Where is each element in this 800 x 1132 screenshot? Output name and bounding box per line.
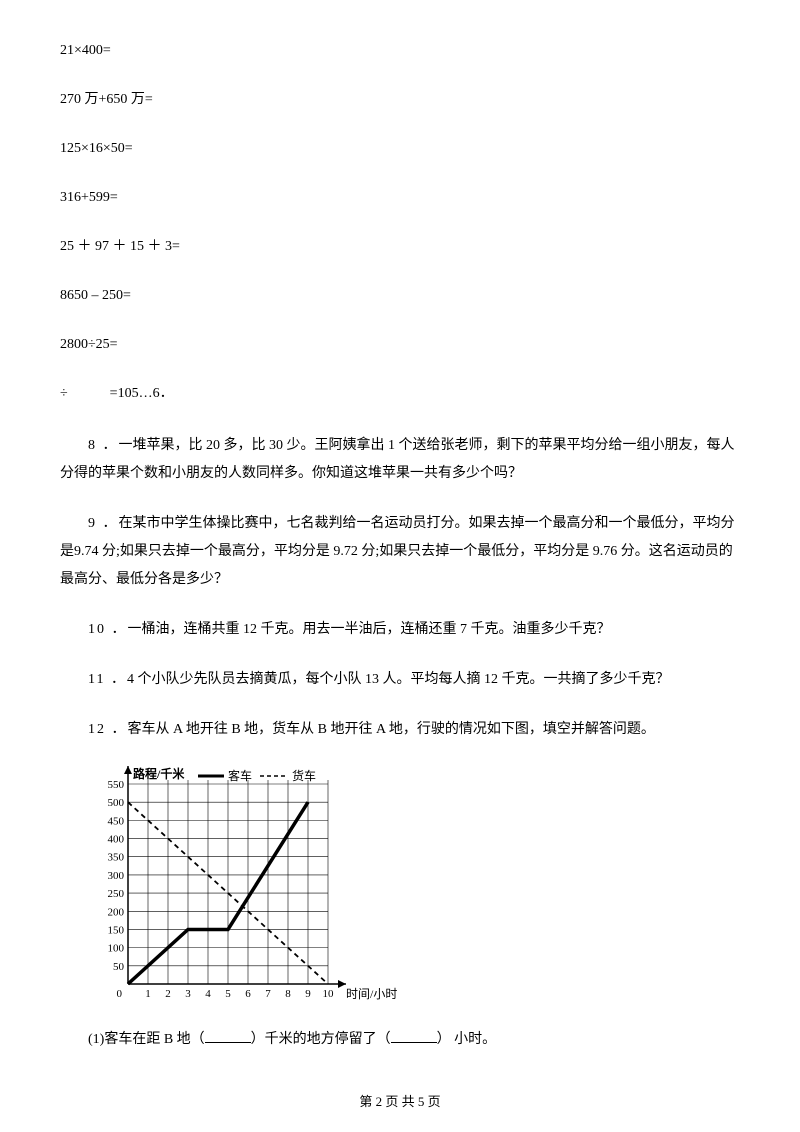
equation-8: ÷ =105…6． <box>60 383 740 404</box>
svg-text:0: 0 <box>117 988 123 1000</box>
svg-text:150: 150 <box>108 924 125 936</box>
svg-text:10: 10 <box>323 988 335 1000</box>
svg-text:350: 350 <box>108 852 125 864</box>
q12-text: 客车从 A 地开往 B 地，货车从 B 地开往 A 地，行驶的情况如下图，填空并… <box>128 722 655 737</box>
svg-text:500: 500 <box>108 797 125 809</box>
q8-number: 8 ． <box>88 438 119 453</box>
blank-2[interactable] <box>391 1029 437 1043</box>
question-11: 11 ．4 个小队少先队员去摘黄瓜，每个小队 13 人。平均每人摘 12 千克。… <box>60 666 740 694</box>
svg-text:路程/千米: 路程/千米 <box>133 766 185 781</box>
question-10: 10 ．一桶油，连桶共重 12 千克。用去一半油后，连桶还重 7 千克。油重多少… <box>60 616 740 644</box>
svg-text:3: 3 <box>185 988 191 1000</box>
question-12: 12 ．客车从 A 地开往 B 地，货车从 B 地开往 A 地，行驶的情况如下图… <box>60 716 740 744</box>
question-8: 8 ．一堆苹果，比 20 多，比 30 少。王阿姨拿出 1 个送给张老师，剩下的… <box>60 432 740 488</box>
chart-container: 5010015020025030035040045050055012345678… <box>88 766 740 1006</box>
svg-text:4: 4 <box>205 988 211 1000</box>
svg-text:50: 50 <box>113 961 125 973</box>
svg-text:8: 8 <box>285 988 291 1000</box>
q9-number: 9 ． <box>88 516 119 531</box>
fill-prefix: (1)客车在距 B 地（ <box>88 1032 205 1047</box>
svg-text:5: 5 <box>225 988 231 1000</box>
svg-text:400: 400 <box>108 834 125 846</box>
q11-text: 4 个小队少先队员去摘黄瓜，每个小队 13 人。平均每人摘 12 千克。一共摘了… <box>127 672 670 687</box>
svg-text:550: 550 <box>108 779 125 791</box>
svg-text:7: 7 <box>265 988 271 1000</box>
blank-1[interactable] <box>205 1029 251 1043</box>
svg-text:客车: 客车 <box>228 768 252 783</box>
svg-text:100: 100 <box>108 943 125 955</box>
equation-2: 270 万+650 万= <box>60 89 740 110</box>
equation-1: 21×400= <box>60 40 740 61</box>
svg-text:200: 200 <box>108 906 125 918</box>
svg-text:货车: 货车 <box>292 768 316 783</box>
q12-fill-blank: (1)客车在距 B 地（ ）千米的地方停留了（ ） 小时。 <box>60 1026 740 1054</box>
svg-text:1: 1 <box>145 988 151 1000</box>
svg-text:250: 250 <box>108 888 125 900</box>
svg-text:9: 9 <box>305 988 311 1000</box>
question-9: 9 ．在某市中学生体操比赛中，七名裁判给一名运动员打分。如果去掉一个最高分和一个… <box>60 510 740 594</box>
equation-6: 8650 – 250= <box>60 285 740 306</box>
equation-4: 316+599= <box>60 187 740 208</box>
equation-3: 125×16×50= <box>60 138 740 159</box>
svg-text:450: 450 <box>108 815 125 827</box>
q9-text: 在某市中学生体操比赛中，七名裁判给一名运动员打分。如果去掉一个最高分和一个最低分… <box>60 516 735 587</box>
equation-7: 2800÷25= <box>60 334 740 355</box>
page-footer: 第 2 页 共 5 页 <box>0 1091 800 1110</box>
q8-text: 一堆苹果，比 20 多，比 30 少。王阿姨拿出 1 个送给张老师，剩下的苹果平… <box>60 438 735 481</box>
q10-number: 10 ． <box>88 622 128 637</box>
equation-5: 25 ＋ 97 ＋ 15 ＋ 3= <box>60 236 740 257</box>
q11-number: 11 ． <box>88 672 127 687</box>
fill-suffix: ） 小时。 <box>437 1032 497 1047</box>
svg-text:时间/小时: 时间/小时 <box>346 987 397 1001</box>
svg-text:6: 6 <box>245 988 251 1000</box>
distance-time-chart: 5010015020025030035040045050055012345678… <box>88 766 398 1006</box>
q12-number: 12 ． <box>88 722 128 737</box>
fill-mid: ）千米的地方停留了（ <box>251 1032 391 1047</box>
q10-text: 一桶油，连桶共重 12 千克。用去一半油后，连桶还重 7 千克。油重多少千克？ <box>128 622 611 637</box>
svg-text:300: 300 <box>108 870 125 882</box>
svg-text:2: 2 <box>165 988 171 1000</box>
